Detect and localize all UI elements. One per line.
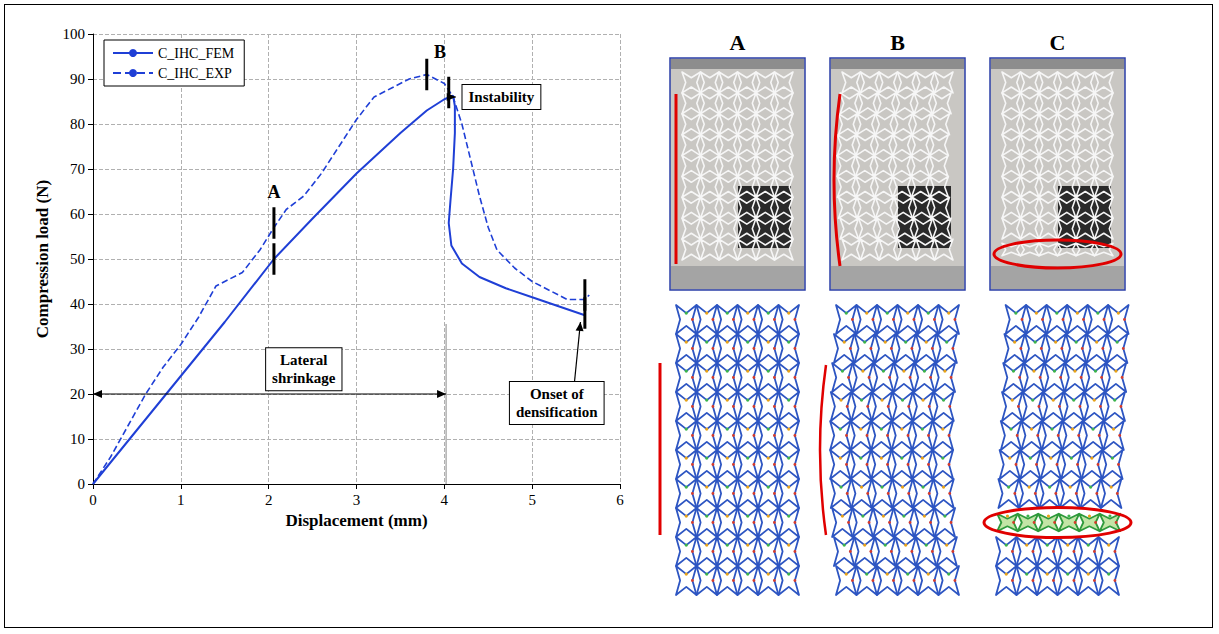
svg-text:10: 10 [70,431,85,447]
svg-text:B: B [890,30,905,55]
svg-text:1: 1 [177,492,185,508]
svg-text:50: 50 [70,251,85,267]
svg-text:100: 100 [63,26,86,42]
svg-text:70: 70 [70,161,85,177]
svg-text:0: 0 [78,476,86,492]
svg-text:shrinkage: shrinkage [272,370,336,386]
svg-text:4: 4 [441,492,449,508]
svg-text:90: 90 [70,71,85,87]
svg-text:C_IHC_EXP: C_IHC_EXP [158,66,232,81]
svg-text:C_IHC_FEM: C_IHC_FEM [158,46,235,61]
svg-text:80: 80 [70,116,85,132]
svg-text:0: 0 [89,492,97,508]
svg-text:Onset of: Onset of [530,386,585,402]
svg-text:2: 2 [265,492,273,508]
svg-text:Lateral: Lateral [280,352,327,368]
svg-text:densification: densification [516,404,598,420]
svg-text:40: 40 [70,296,85,312]
svg-text:6: 6 [616,492,624,508]
svg-text:A: A [730,30,746,55]
svg-text:C: C [1050,30,1066,55]
svg-text:30: 30 [70,341,85,357]
svg-text:Compression load (N): Compression load (N) [33,180,52,338]
svg-text:3: 3 [353,492,361,508]
svg-text:5: 5 [528,492,536,508]
svg-text:Instability: Instability [468,89,534,105]
svg-text:A: A [267,182,280,202]
svg-text:B: B [434,42,446,62]
svg-text:20: 20 [70,386,85,402]
svg-text:Displacement (mm): Displacement (mm) [285,511,427,530]
svg-text:60: 60 [70,206,85,222]
